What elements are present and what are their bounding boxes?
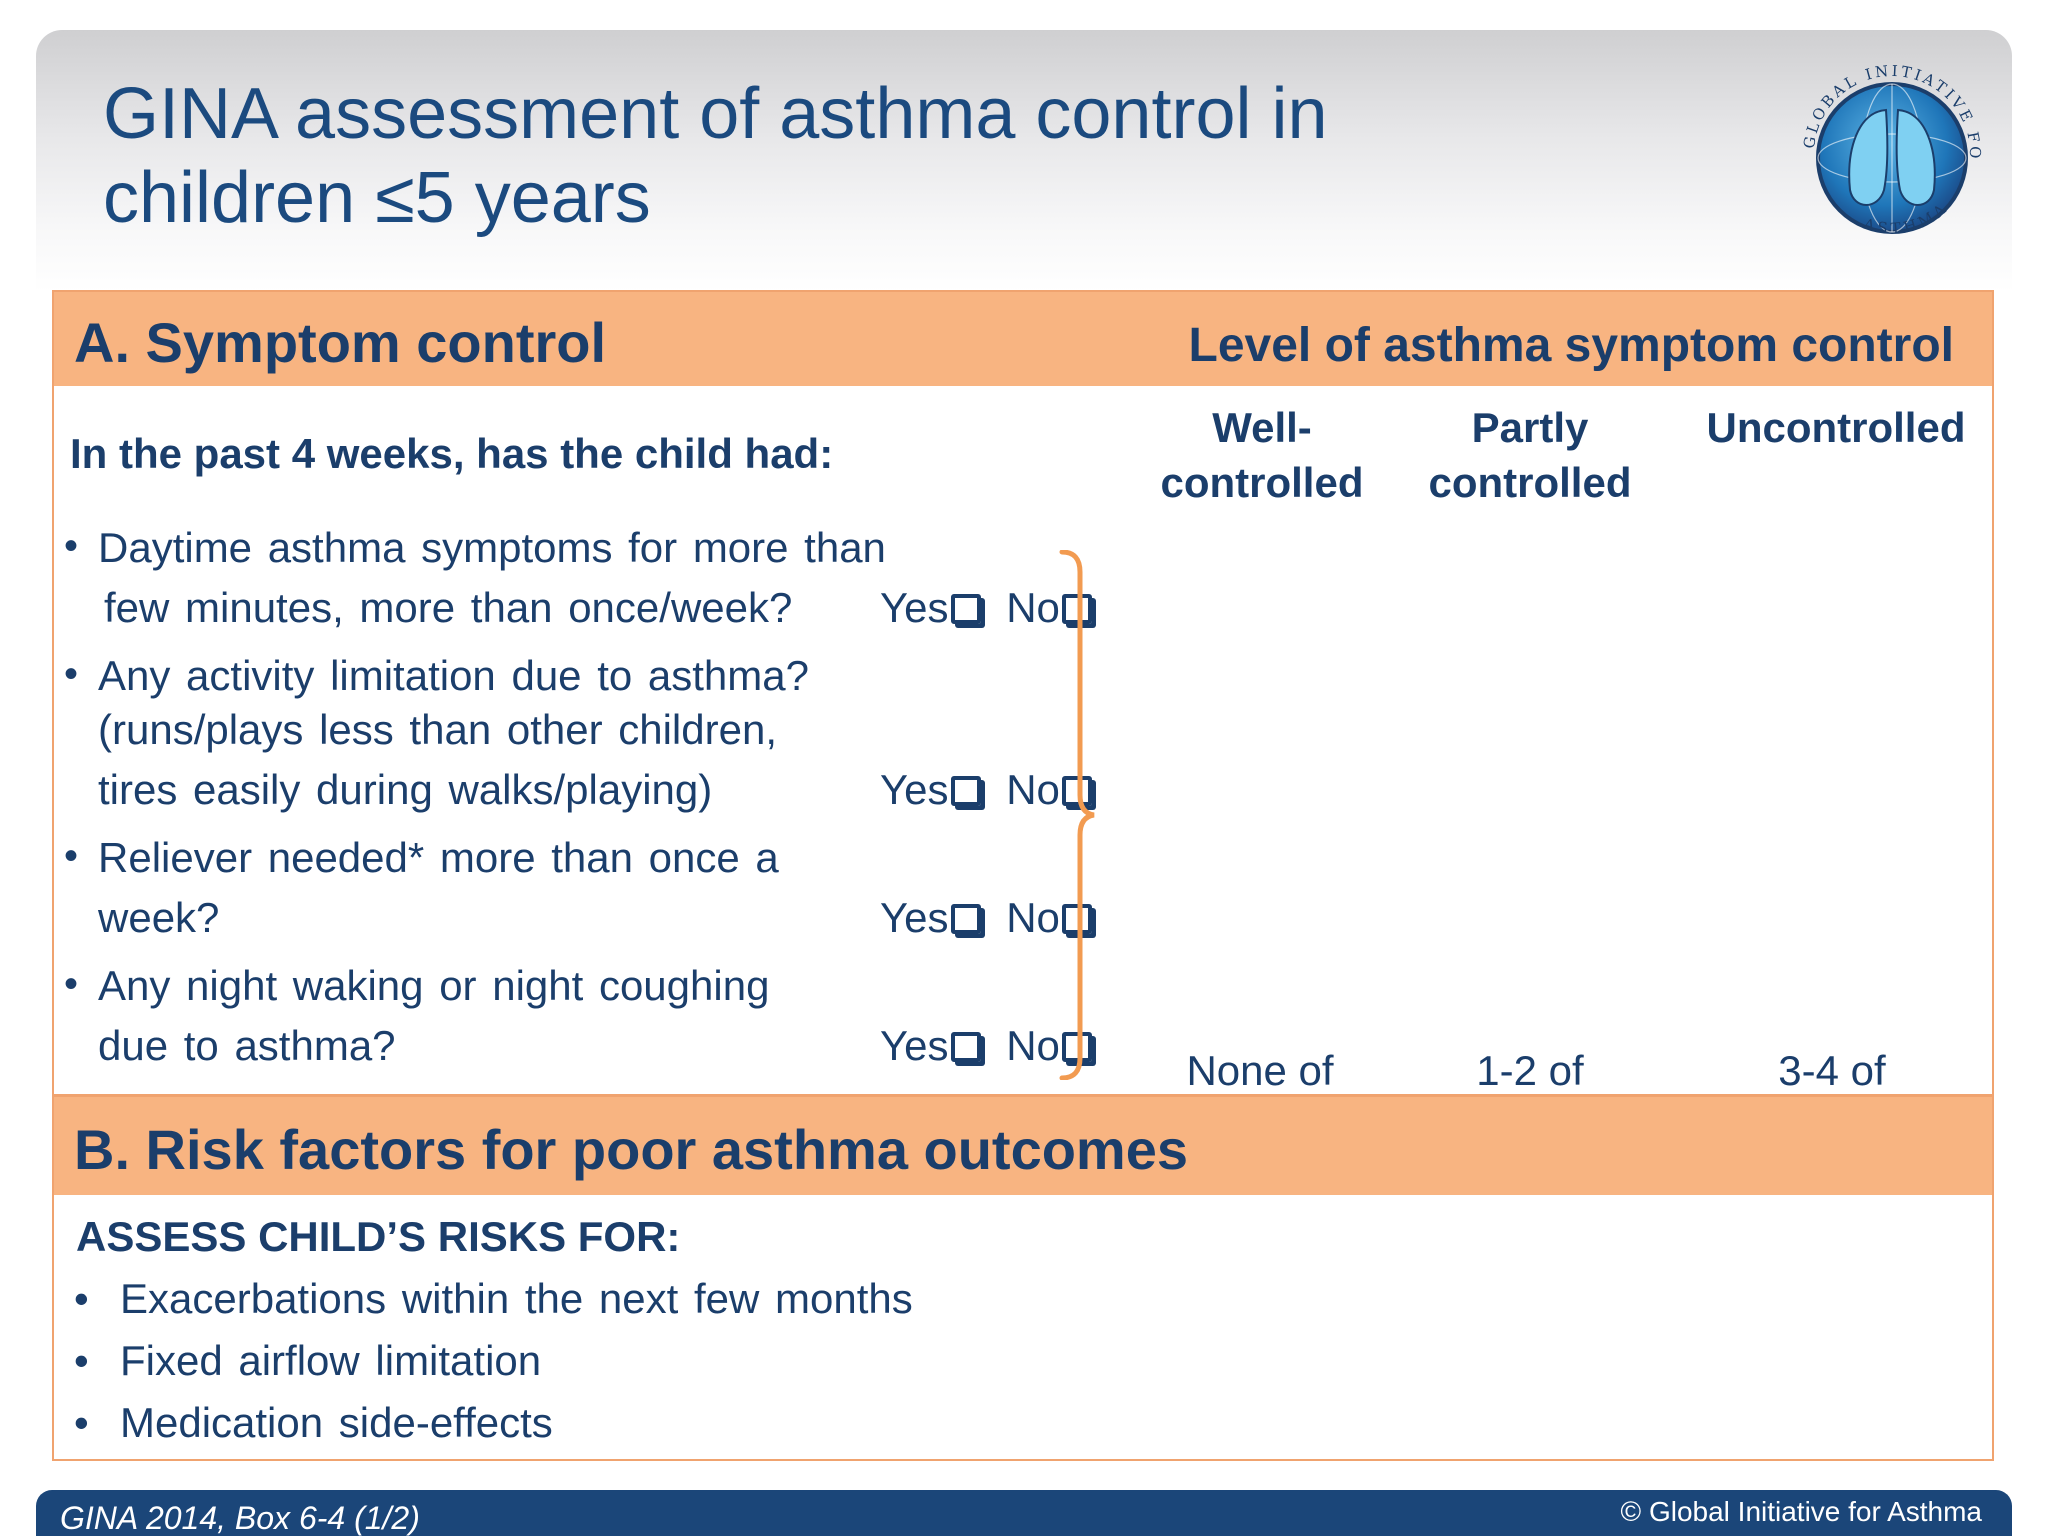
column-well-controlled-line1: Well- <box>1212 404 1312 451</box>
risk-item: • Fixed airflow limitation <box>74 1337 541 1385</box>
no-checkbox[interactable] <box>1061 904 1092 934</box>
question-2-line1: Any activity limitation due to asthma? <box>98 652 809 699</box>
footer-bar: GINA 2014, Box 6-4 (1/2) © Global Initia… <box>36 1490 2012 1536</box>
question-heading: In the past 4 weeks, has the child had: <box>70 430 834 477</box>
question-4-line2: due to asthma? <box>98 1022 396 1069</box>
column-well-controlled-line2: controlled <box>1160 459 1364 506</box>
right-curly-brace-icon <box>1059 550 1095 1080</box>
bullet-dot: • <box>64 962 79 1006</box>
yes-label: Yes <box>880 584 949 631</box>
question-2-answers: Yes No <box>880 766 1092 814</box>
risk-factors-title: B. Risk factors for poor asthma outcomes <box>74 1118 1189 1181</box>
symptom-control-title: A. Symptom control <box>74 311 607 374</box>
question-2-line2: (runs/plays less than other children, <box>98 706 777 753</box>
column-uncontrolled-line1: Uncontrolled <box>1706 404 1966 451</box>
yes-label: Yes <box>880 766 949 813</box>
footer-copyright: © Global Initiative for Asthma <box>1620 1496 1982 1527</box>
level-heading: Level of asthma symptom control <box>1188 319 1955 372</box>
question-3-line1: Reliever needed* more than once a <box>98 834 779 881</box>
no-checkbox[interactable] <box>1061 594 1092 624</box>
bullet-dot: • <box>74 1337 89 1384</box>
no-label: No <box>1006 1022 1060 1069</box>
bullet-dot: • <box>64 834 79 878</box>
symptom-control-band: A. Symptom control Level of asthma sympt… <box>54 292 1992 386</box>
result-uncontrolled-line1: 3-4 of <box>1778 1047 1886 1094</box>
symptom-control-panel: A. Symptom control Level of asthma sympt… <box>52 290 1996 1148</box>
risk-factors-band: B. Risk factors for poor asthma outcomes <box>54 1097 1992 1195</box>
risk-item: • Exacerbations within the next few month… <box>74 1275 913 1323</box>
column-uncontrolled: Uncontrolled <box>1676 400 1996 455</box>
question-3-answers: Yes No <box>880 894 1092 942</box>
bullet-dot: • <box>64 652 79 696</box>
risk-item-text: Fixed airflow limitation <box>120 1337 542 1384</box>
risk-item-text: Exacerbations within the next few months <box>120 1275 913 1322</box>
question-2-line3: tires easily during walks/playing) <box>98 766 713 813</box>
slide-header <box>36 30 2012 292</box>
no-label: No <box>1006 766 1060 813</box>
no-checkbox[interactable] <box>1061 776 1092 806</box>
column-partly-controlled-line1: Partly <box>1471 404 1589 451</box>
risk-factors-panel: B. Risk factors for poor asthma outcomes… <box>52 1095 1994 1461</box>
no-label: No <box>1006 894 1060 941</box>
bullet-dot: • <box>64 524 79 568</box>
column-well-controlled: Well- controlled <box>1112 400 1412 510</box>
result-partly-controlled-line1: 1-2 of <box>1476 1047 1584 1094</box>
yes-checkbox[interactable] <box>950 904 981 934</box>
page-title: GINA assessment of asthma control in chi… <box>103 72 1603 240</box>
bullet-dot: • <box>74 1399 89 1446</box>
bullet-dot: • <box>74 1275 89 1322</box>
risk-heading: ASSESS CHILD’S RISKS FOR: <box>76 1213 681 1260</box>
question-1-answers: Yes No <box>880 584 1092 632</box>
question-1-line2: few minutes, more than once/week? <box>104 584 793 631</box>
no-checkbox[interactable] <box>1061 1032 1092 1062</box>
column-partly-controlled: Partly controlled <box>1380 400 1680 510</box>
no-label: No <box>1006 584 1060 631</box>
yes-label: Yes <box>880 1022 949 1069</box>
footer-source: GINA 2014, Box 6-4 (1/2) <box>60 1500 420 1536</box>
yes-checkbox[interactable] <box>950 776 981 806</box>
gina-logo-icon: GLOBAL INITIATIVE FOR ASTHMA <box>1788 50 1981 238</box>
question-1-line1: Daytime asthma symptoms for more than <box>98 524 886 571</box>
yes-checkbox[interactable] <box>950 594 981 624</box>
page-title-line2: children ≤5 years <box>103 158 651 238</box>
question-4-answers: Yes No <box>880 1022 1092 1070</box>
question-3-line2: week? <box>98 894 220 941</box>
risk-item: • Medication side-effects <box>74 1399 553 1447</box>
column-partly-controlled-line2: controlled <box>1428 459 1632 506</box>
result-well-controlled-line1: None of <box>1186 1047 1334 1094</box>
yes-checkbox[interactable] <box>950 1032 981 1062</box>
risk-item-text: Medication side-effects <box>120 1399 553 1446</box>
question-4-line1: Any night waking or night coughing <box>98 962 770 1009</box>
page-title-line1: GINA assessment of asthma control in <box>103 74 1328 154</box>
yes-label: Yes <box>880 894 949 941</box>
